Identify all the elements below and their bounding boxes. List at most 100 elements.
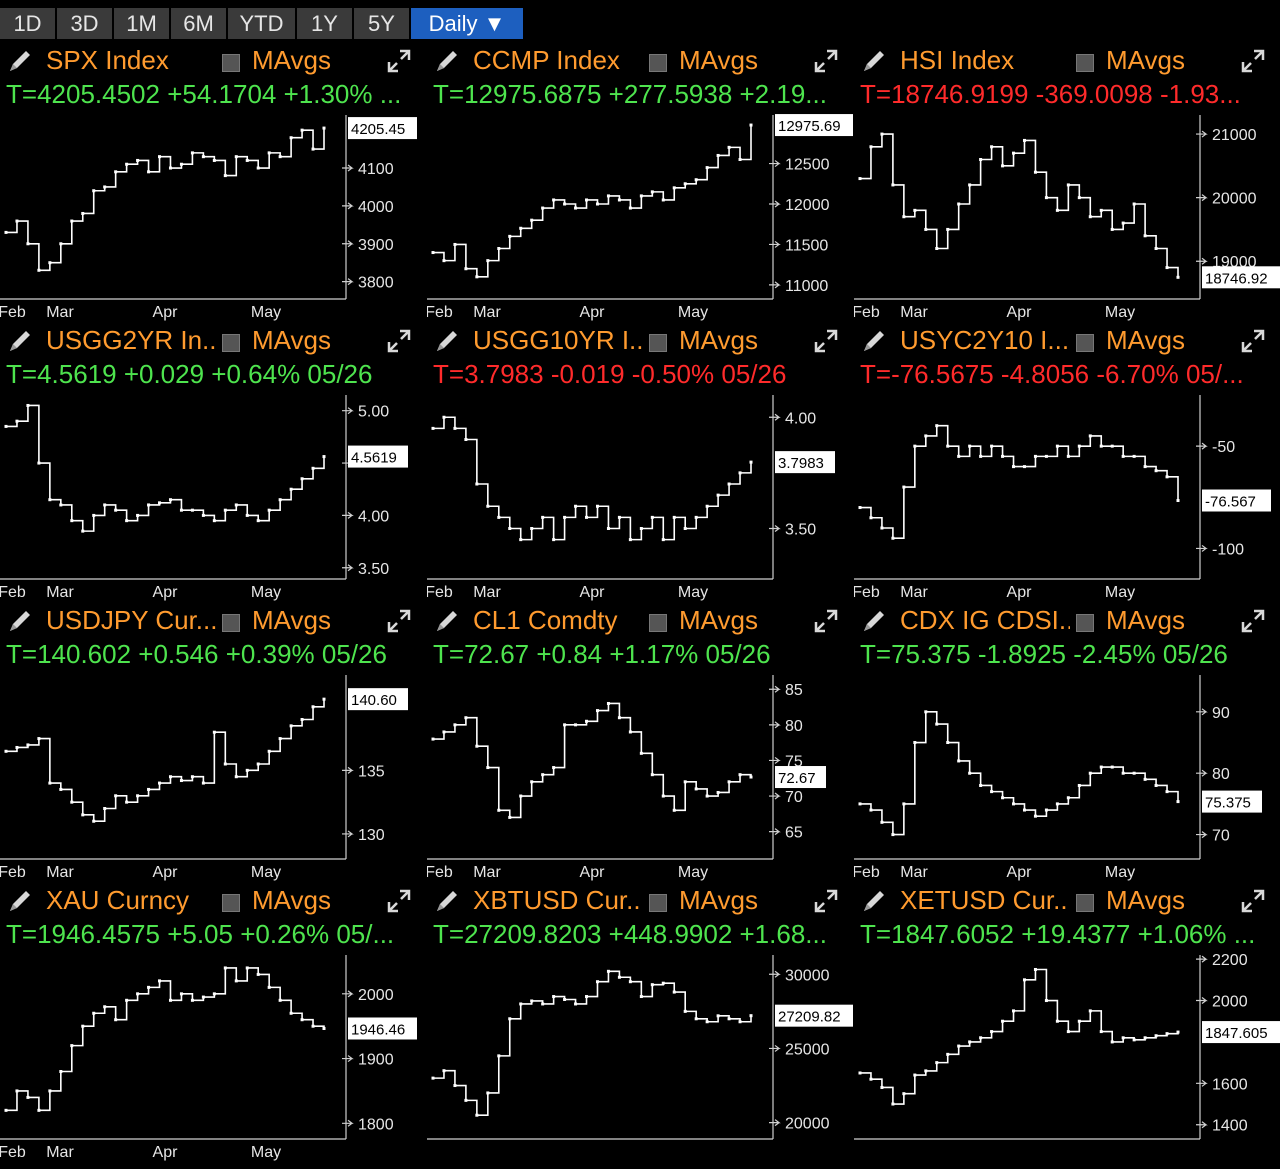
mavgs-label[interactable]: MAvgs: [1106, 885, 1185, 915]
pencil-icon[interactable]: [433, 609, 463, 635]
price-point: [256, 166, 260, 170]
security-title[interactable]: USGG10YR I...: [473, 325, 643, 355]
mavgs-checkbox[interactable]: [1076, 334, 1094, 352]
mavgs-label[interactable]: MAvgs: [679, 605, 758, 635]
y-tick-label: 1800: [358, 1116, 394, 1133]
y-tick: [342, 511, 354, 519]
price-point: [1066, 454, 1070, 458]
security-title[interactable]: XETUSD Cur...: [900, 885, 1070, 915]
price-series-line: [433, 416, 752, 541]
expand-icon[interactable]: [1240, 48, 1266, 74]
security-title[interactable]: USYC2Y10 I...: [900, 325, 1070, 355]
expand-icon[interactable]: [1240, 888, 1266, 914]
price-point: [749, 775, 753, 779]
expand-icon[interactable]: [813, 608, 839, 634]
y-tick: [1196, 257, 1208, 265]
mavgs-checkbox[interactable]: [1076, 54, 1094, 72]
price-point: [48, 1089, 52, 1093]
price-point: [475, 482, 479, 486]
mavgs-label[interactable]: MAvgs: [679, 325, 758, 355]
price-point: [37, 461, 41, 465]
range-1y-button[interactable]: 1Y: [297, 8, 352, 39]
price-point: [574, 723, 578, 727]
expand-icon[interactable]: [813, 48, 839, 74]
mavgs-label[interactable]: MAvgs: [252, 325, 331, 355]
price-point: [946, 444, 950, 448]
mavgs-checkbox[interactable]: [649, 54, 667, 72]
x-tick-label: Mar: [46, 584, 74, 601]
security-title[interactable]: CCMP Index: [473, 45, 620, 75]
price-point: [15, 1089, 19, 1093]
expand-icon[interactable]: [386, 328, 412, 354]
price-point: [541, 773, 545, 777]
mavgs-label[interactable]: MAvgs: [252, 45, 331, 75]
mavgs-label[interactable]: MAvgs: [1106, 605, 1185, 635]
mavgs-label[interactable]: MAvgs: [1106, 45, 1185, 75]
range-1d-button[interactable]: 1D: [0, 8, 55, 39]
security-title[interactable]: HSI Index: [900, 45, 1015, 75]
range-1m-button[interactable]: 1M: [114, 8, 169, 39]
security-title[interactable]: CDX IG CDSI...: [900, 605, 1070, 635]
expand-icon[interactable]: [1240, 328, 1266, 354]
mavgs-label[interactable]: MAvgs: [1106, 325, 1185, 355]
price-point: [1033, 454, 1037, 458]
mavgs-checkbox[interactable]: [649, 614, 667, 632]
mavgs-checkbox[interactable]: [222, 894, 240, 912]
security-title[interactable]: SPX Index: [46, 45, 169, 75]
chart-axes: [854, 115, 1201, 300]
price-point: [311, 705, 315, 709]
x-tick-label: Apr: [1007, 864, 1033, 881]
frequency-dropdown[interactable]: Daily ▼: [411, 8, 523, 39]
mavgs-label[interactable]: MAvgs: [679, 885, 758, 915]
price-point: [212, 992, 216, 996]
pencil-icon[interactable]: [860, 49, 890, 75]
range-5y-button[interactable]: 5Y: [354, 8, 409, 39]
expand-icon[interactable]: [813, 328, 839, 354]
security-title[interactable]: USGG2YR In...: [46, 325, 216, 355]
price-point: [913, 444, 917, 448]
security-title[interactable]: USDJPY Cur...: [46, 605, 216, 635]
range-3d-button[interactable]: 3D: [57, 8, 112, 39]
expand-icon[interactable]: [386, 48, 412, 74]
price-point: [508, 815, 512, 819]
pencil-icon[interactable]: [6, 889, 36, 915]
expand-icon[interactable]: [1240, 608, 1266, 634]
pencil-icon[interactable]: [860, 609, 890, 635]
mavgs-checkbox[interactable]: [649, 334, 667, 352]
panel-header: CCMP Index MAvgs: [427, 45, 853, 77]
price-point: [245, 158, 249, 162]
range-ytd-button[interactable]: YTD: [228, 8, 295, 39]
mavgs-label[interactable]: MAvgs: [252, 885, 331, 915]
mavgs-checkbox[interactable]: [222, 614, 240, 632]
mavgs-label[interactable]: MAvgs: [679, 45, 758, 75]
pencil-icon[interactable]: [860, 329, 890, 355]
pencil-icon[interactable]: [6, 329, 36, 355]
expand-icon[interactable]: [386, 888, 412, 914]
expand-icon[interactable]: [813, 888, 839, 914]
price-point: [190, 775, 194, 779]
pencil-icon[interactable]: [6, 49, 36, 75]
pencil-icon[interactable]: [860, 889, 890, 915]
price-point: [278, 998, 282, 1002]
pencil-icon[interactable]: [6, 609, 36, 635]
pencil-icon[interactable]: [433, 889, 463, 915]
price-point: [639, 527, 643, 530]
security-title[interactable]: XAU Curncy: [46, 885, 190, 915]
mavgs-checkbox[interactable]: [649, 894, 667, 912]
pencil-icon[interactable]: [433, 329, 463, 355]
range-6m-button[interactable]: 6M: [171, 8, 226, 39]
security-title[interactable]: CL1 Comdty: [473, 605, 618, 635]
mavgs-checkbox[interactable]: [222, 54, 240, 72]
mavgs-checkbox[interactable]: [1076, 894, 1094, 912]
price-point: [256, 519, 260, 523]
security-title[interactable]: XBTUSD Cur...: [473, 885, 643, 915]
mavgs-label[interactable]: MAvgs: [252, 605, 331, 635]
mavgs-checkbox[interactable]: [222, 334, 240, 352]
panel-header: USDJPY Cur... MAvgs: [0, 605, 426, 637]
y-tick-label: 1900: [358, 1052, 394, 1069]
expand-icon[interactable]: [386, 608, 412, 634]
mavgs-checkbox[interactable]: [1076, 614, 1094, 632]
y-tick-label: 80: [785, 718, 803, 735]
price-point: [37, 1108, 41, 1112]
pencil-icon[interactable]: [433, 49, 463, 75]
